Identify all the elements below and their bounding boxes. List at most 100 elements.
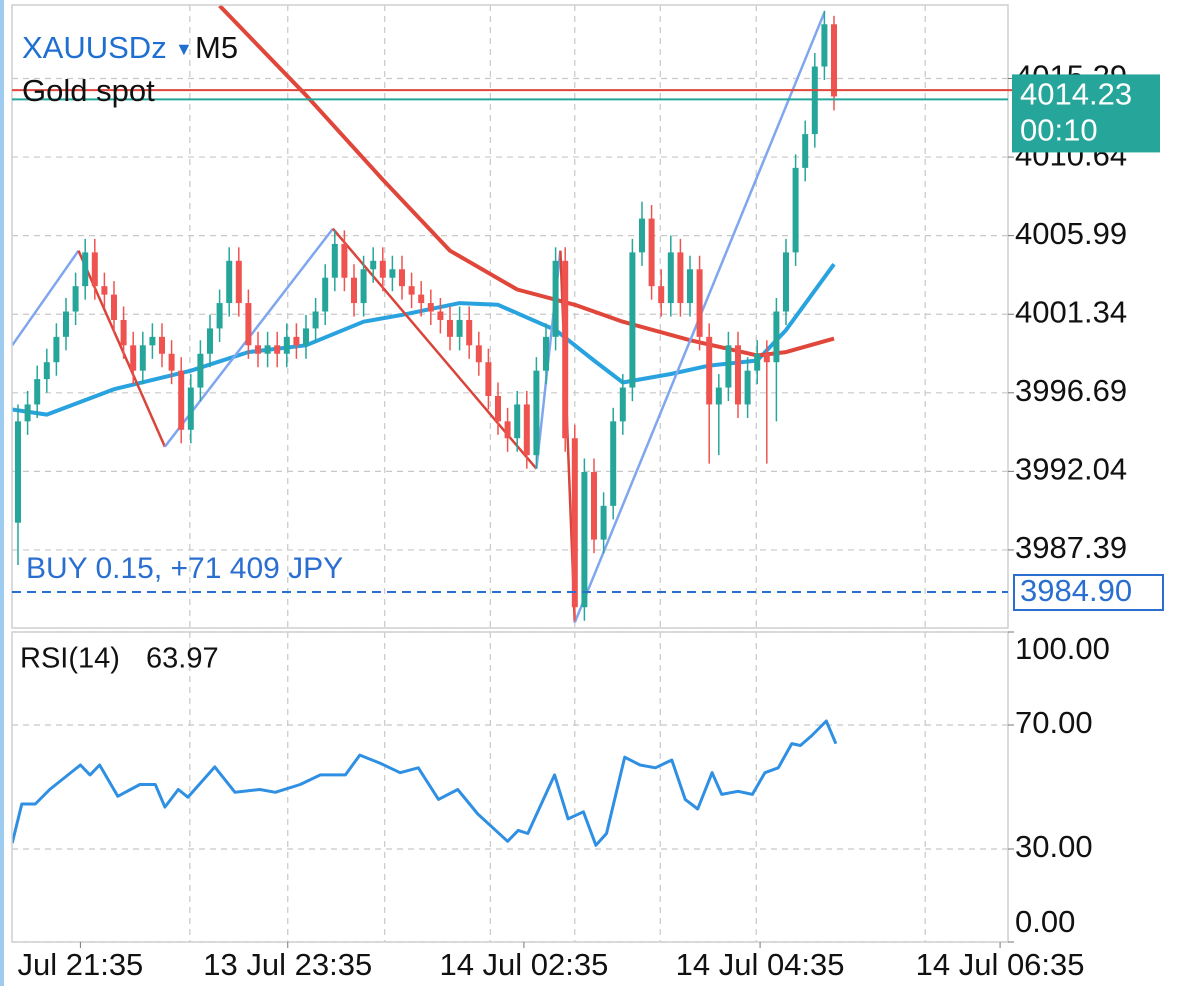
price-badge-value: 4014.23 <box>1020 77 1132 112</box>
candle-body <box>696 269 703 337</box>
timeframe[interactable]: M5 <box>195 30 238 65</box>
candle-body <box>792 167 799 253</box>
y-tick-label: 3996.69 <box>1015 373 1127 408</box>
candle-body <box>552 260 559 337</box>
candle-body <box>34 379 41 405</box>
candle-body <box>687 269 693 304</box>
candle-body <box>773 311 780 363</box>
candle-body <box>648 218 655 287</box>
candle-body <box>187 387 194 430</box>
candle-body <box>783 252 789 312</box>
candle-body <box>408 286 415 295</box>
candle-body <box>667 252 674 304</box>
candle-body <box>763 353 770 363</box>
candle-body <box>427 303 434 312</box>
candle-body <box>139 345 146 371</box>
candle-body <box>715 387 722 405</box>
candle-body <box>504 421 511 439</box>
x-tick-label: 14 Jul 02:35 <box>439 947 608 982</box>
price-badge <box>1012 74 1160 153</box>
position-label: BUY 0.15, +71 409 JPY <box>26 552 343 585</box>
symbol-dropdown-icon[interactable]: ▼ <box>175 39 193 59</box>
candle-body <box>495 396 501 422</box>
y-tick-label: 0.00 <box>1015 904 1075 939</box>
position-price: 3984.90 <box>1020 573 1132 608</box>
candle-body <box>831 24 837 97</box>
left-edge <box>0 0 4 986</box>
candle-body <box>581 472 588 608</box>
candle-body <box>149 336 156 346</box>
candle-body <box>475 345 482 363</box>
candle-body <box>130 345 137 371</box>
candle-body <box>24 404 31 422</box>
candle-body <box>82 252 89 287</box>
price-plot <box>12 5 837 623</box>
candle-body <box>619 387 626 422</box>
y-tick-label: 70.00 <box>1015 705 1093 740</box>
indicator-name: RSI(14) <box>20 643 120 675</box>
candle-body <box>245 303 252 346</box>
x-tick-label: 14 Jul 06:35 <box>916 947 1085 982</box>
candle-body <box>543 336 549 371</box>
moving-average <box>12 263 836 417</box>
candle-body <box>283 336 290 354</box>
candle-body <box>207 328 213 354</box>
symbol[interactable]: XAUUSDz <box>22 30 167 65</box>
candle-body <box>379 260 386 278</box>
indicator-value: 63.97 <box>146 643 219 675</box>
candle-body <box>351 277 357 304</box>
candle-body <box>255 345 261 354</box>
candle-body <box>562 260 569 439</box>
candle-body <box>629 252 636 388</box>
candle-body <box>466 319 473 346</box>
candle-body <box>821 24 828 67</box>
candle-body <box>63 311 69 337</box>
candle-body <box>197 353 204 388</box>
candle-body <box>43 362 50 380</box>
zigzag-leg <box>12 249 80 347</box>
candle-body <box>264 345 271 354</box>
y-tick-label: 100.00 <box>1015 631 1110 666</box>
candle-body <box>533 370 540 456</box>
candle-body <box>178 370 185 430</box>
candle-body <box>101 286 108 295</box>
candle-body <box>341 243 348 278</box>
candle-body <box>111 294 117 320</box>
position-price-box <box>1013 574 1164 612</box>
x-tick-label: 13 Jul 23:35 <box>203 947 372 982</box>
candle-body <box>370 260 377 270</box>
y-tick-label: 3987.39 <box>1015 530 1127 565</box>
x-tick-label: Jul 21:35 <box>17 947 143 982</box>
candle-body <box>216 303 223 329</box>
y-tick-label: 30.00 <box>1015 829 1093 864</box>
candle-body <box>639 218 645 253</box>
candle-body <box>293 336 300 346</box>
bar-countdown: 00:10 <box>1020 113 1098 148</box>
candle-body <box>418 294 425 304</box>
y-tick-label: 4001.34 <box>1015 294 1127 329</box>
x-tick-label: 14 Jul 04:35 <box>676 947 845 982</box>
grid-layer <box>12 5 1008 943</box>
candle-body <box>360 269 367 304</box>
y-tick-label: 4005.99 <box>1015 216 1127 251</box>
rsi-plot <box>12 719 838 847</box>
candle-body <box>571 438 578 608</box>
candle-body <box>677 252 684 304</box>
candle-body <box>600 505 607 540</box>
candle-body <box>120 319 127 346</box>
candle-body <box>226 260 233 304</box>
candle-body <box>53 336 60 363</box>
candle-body <box>331 243 338 278</box>
candle-body <box>706 336 713 405</box>
candle-body <box>303 328 309 346</box>
candle-body <box>168 353 175 371</box>
rsi-panel-frame <box>11 631 1009 943</box>
candle-body <box>274 345 281 354</box>
candle-body <box>159 336 165 354</box>
candle-body <box>72 286 79 312</box>
candle-body <box>610 421 617 506</box>
candle-body <box>91 252 98 287</box>
